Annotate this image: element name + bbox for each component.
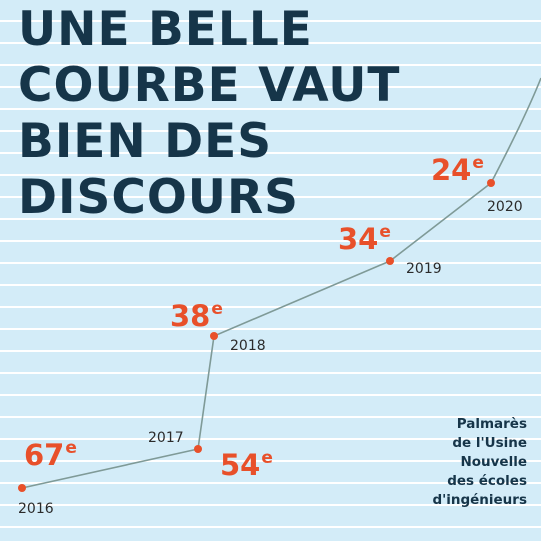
- rank-label-2018: 38e: [170, 299, 223, 333]
- data-point-2017: [194, 445, 202, 453]
- rank-label-2017: 54e: [220, 448, 273, 482]
- trend-extension-line: [490, 77, 541, 184]
- title-line-2: COURBE VAUT: [18, 58, 401, 113]
- year-label-2019: 2019: [406, 261, 442, 277]
- year-label-2016: 2016: [18, 501, 54, 517]
- data-point-2016: [18, 484, 26, 492]
- data-point-2019: [386, 257, 394, 265]
- source-note: Palmarès de l'Usine Nouvelle des écoles …: [432, 415, 527, 510]
- chart-title: UNE BELLE COURBE VAUT BIEN DES DISCOURS: [18, 2, 400, 226]
- data-point-2020: [487, 179, 495, 187]
- data-point-2018: [210, 332, 218, 340]
- title-line-1: UNE BELLE: [18, 2, 313, 57]
- rank-label-2019: 34e: [338, 222, 391, 256]
- source-line-3: Nouvelle: [460, 454, 527, 470]
- source-line-2: de l'Usine: [452, 435, 527, 451]
- source-line-4: des écoles: [447, 473, 527, 489]
- title-line-4: DISCOURS: [18, 170, 300, 225]
- year-label-2017: 2017: [148, 430, 184, 446]
- source-line-1: Palmarès: [456, 416, 527, 432]
- source-line-5: d'ingénieurs: [432, 492, 527, 508]
- rank-label-2016: 67e: [24, 438, 77, 472]
- rank-label-2020: 24e: [431, 153, 484, 187]
- title-line-3: BIEN DES: [18, 114, 273, 169]
- trend-line: [21, 182, 492, 489]
- year-label-2018: 2018: [230, 338, 266, 354]
- year-label-2020: 2020: [487, 199, 523, 215]
